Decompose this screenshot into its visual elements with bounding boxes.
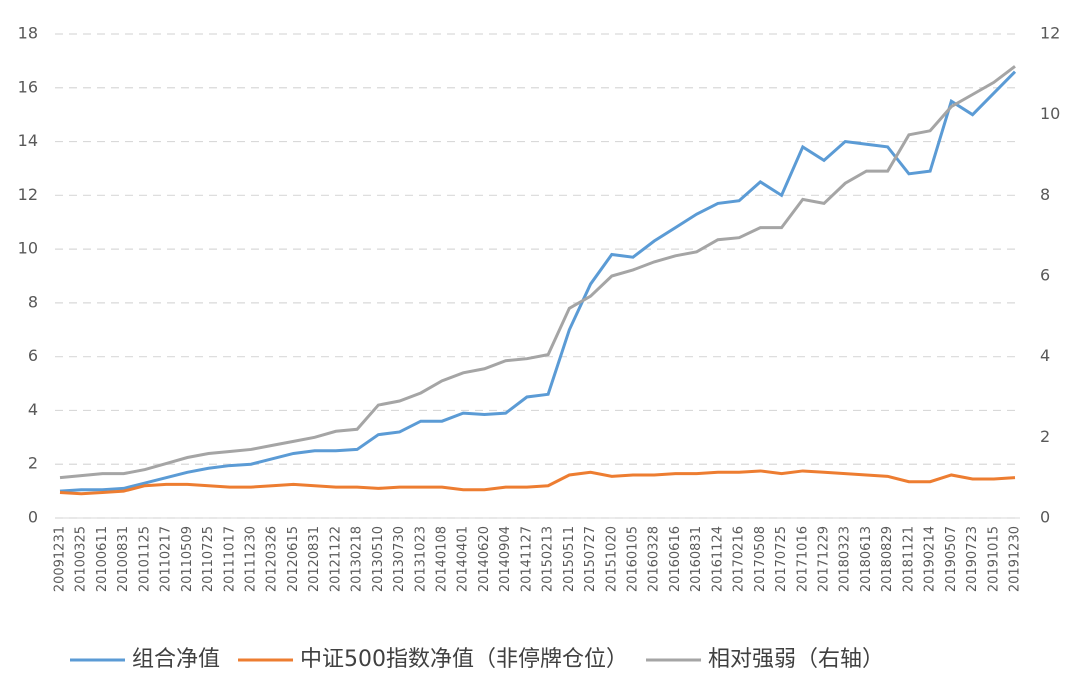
x-tick-label: 20140904 xyxy=(498,526,513,592)
x-tick-label: 20120615 xyxy=(286,526,301,592)
x-tick-label: 20110509 xyxy=(180,526,195,592)
y-tick-label: 4 xyxy=(28,400,38,419)
x-tick-label: 20140401 xyxy=(456,526,471,592)
y-tick-label: 10 xyxy=(18,239,38,258)
x-tick-label: 20170216 xyxy=(732,526,747,592)
x-tick-label: 20181121 xyxy=(901,526,916,592)
x-tick-label: 20120326 xyxy=(265,526,280,592)
y2-tick-label: 10 xyxy=(1040,104,1060,123)
y-tick-label: 8 xyxy=(28,292,38,311)
x-tick-label: 20191015 xyxy=(986,526,1001,592)
legend-label: 组合净值 xyxy=(132,647,220,672)
x-tick-label: 20100325 xyxy=(74,526,89,592)
x-tick-label: 20150511 xyxy=(562,526,577,592)
x-tick-label: 20160831 xyxy=(689,526,704,592)
x-tick-label: 20101125 xyxy=(137,526,152,592)
x-tick-label: 20100611 xyxy=(95,526,110,592)
x-tick-label: 20141127 xyxy=(519,526,534,592)
x-tick-label: 20100831 xyxy=(116,526,131,592)
y2-tick-label: 4 xyxy=(1040,346,1050,365)
x-tick-label: 20140108 xyxy=(435,526,450,592)
x-tick-label: 20111230 xyxy=(244,526,259,592)
x-tick-label: 20140620 xyxy=(477,526,492,592)
x-tick-label: 20121122 xyxy=(328,526,343,592)
x-tick-label: 20150727 xyxy=(583,526,598,592)
y2-tick-label: 0 xyxy=(1040,508,1050,527)
legend-label: 中证500指数净值（非停牌仓位） xyxy=(300,647,628,672)
x-tick-label: 20190214 xyxy=(923,526,938,592)
y2-tick-label: 2 xyxy=(1040,427,1050,446)
y-tick-label: 0 xyxy=(28,508,38,527)
x-tick-label: 20170508 xyxy=(753,526,768,592)
x-tick-label: 20130218 xyxy=(350,526,365,592)
x-tick-label: 20160328 xyxy=(647,526,662,592)
x-tick-label: 20111017 xyxy=(222,526,237,592)
x-tick-label: 20091231 xyxy=(53,526,68,592)
x-tick-label: 20161124 xyxy=(710,526,725,592)
series-line xyxy=(59,65,1016,480)
y-tick-label: 18 xyxy=(18,24,38,43)
x-tick-label: 20171016 xyxy=(795,526,810,592)
y-tick-label: 14 xyxy=(18,131,38,150)
x-tick-label: 20180323 xyxy=(838,526,853,592)
x-tick-label: 20120831 xyxy=(307,526,322,592)
y-tick-label: 16 xyxy=(18,77,38,96)
x-tick-label: 20150213 xyxy=(541,526,556,592)
y2-tick-label: 8 xyxy=(1040,185,1050,204)
series-line xyxy=(59,469,1016,496)
x-tick-label: 20180829 xyxy=(880,526,895,592)
x-tick-label: 20190507 xyxy=(944,526,959,592)
x-tick-label: 20170725 xyxy=(774,526,789,592)
x-tick-label: 20160616 xyxy=(668,526,683,592)
y-tick-label: 12 xyxy=(18,185,38,204)
legend-label: 相对强弱（右轴） xyxy=(708,647,884,672)
y-tick-label: 2 xyxy=(28,454,38,473)
y2-tick-label: 12 xyxy=(1040,24,1060,43)
series-line xyxy=(59,70,1017,493)
x-tick-label: 20130730 xyxy=(392,526,407,592)
x-tick-label: 20110725 xyxy=(201,526,216,592)
x-tick-label: 20180613 xyxy=(859,526,874,592)
y2-tick-label: 6 xyxy=(1040,266,1050,285)
y-tick-label: 6 xyxy=(28,346,38,365)
x-tick-label: 20171229 xyxy=(817,526,832,592)
x-tick-label: 20151020 xyxy=(604,526,619,592)
x-tick-label: 20131023 xyxy=(413,526,428,592)
x-tick-label: 20130510 xyxy=(371,526,386,592)
x-tick-label: 20191230 xyxy=(1008,526,1023,592)
x-tick-label: 20160105 xyxy=(626,526,641,592)
x-tick-label: 20110217 xyxy=(159,526,174,592)
x-tick-label: 20190723 xyxy=(965,526,980,592)
